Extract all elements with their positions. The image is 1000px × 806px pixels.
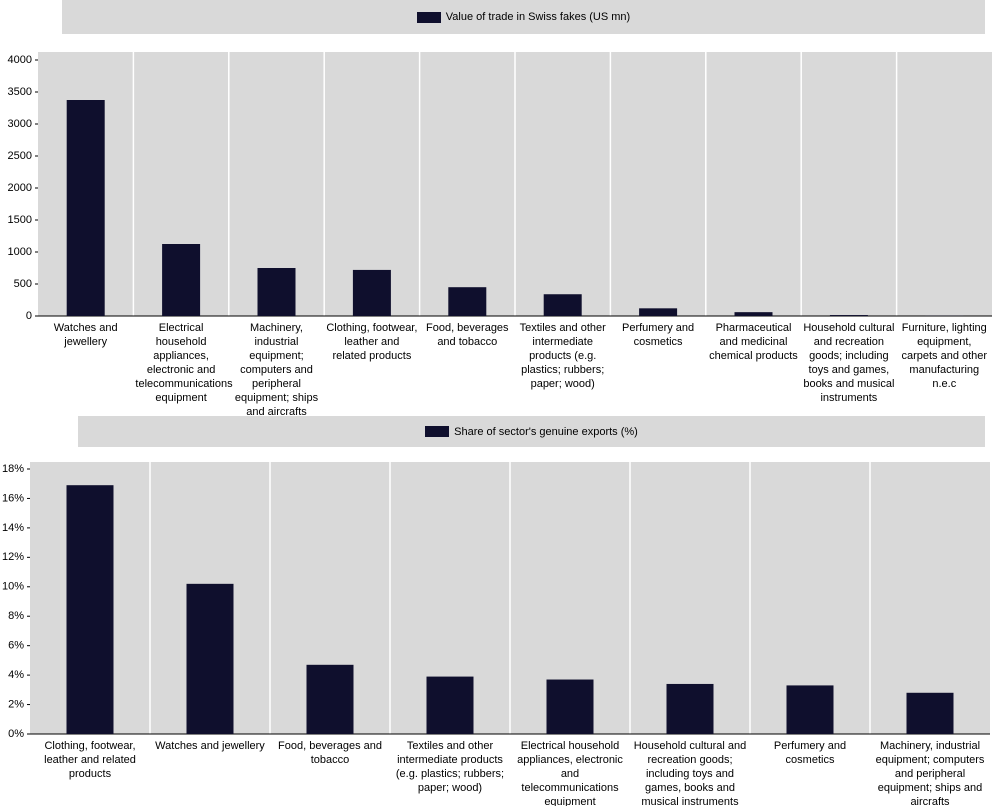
x-tick-label: Electrical household appliances, electro…	[517, 740, 623, 806]
x-tick-label: Clothing, footwear, leather and related …	[44, 740, 136, 780]
bar	[546, 679, 594, 734]
y-tick-label: 3000	[8, 118, 32, 130]
legend-label: Value of trade in Swiss fakes (US mn)	[445, 11, 631, 23]
x-tick-label: Food, beverages and tobacco	[426, 322, 509, 348]
y-tick-label: 0%	[8, 728, 24, 740]
legend-swatch	[425, 426, 450, 437]
x-tick-label: Food, beverages and tobacco	[278, 740, 382, 766]
y-tick-label: 12%	[2, 551, 24, 563]
bar	[543, 294, 582, 316]
x-tick-label: Pharmaceutical and medicinal chemical pr…	[709, 322, 798, 362]
x-tick-label: Household cultural and recreation goods;…	[803, 322, 895, 404]
x-tick-label: Perfumery and cosmetics	[773, 740, 847, 766]
y-tick-label: 6%	[8, 640, 24, 652]
bar	[352, 269, 391, 316]
bar	[734, 312, 773, 316]
bar	[448, 287, 487, 316]
bar	[66, 100, 105, 316]
y-tick-label: 14%	[2, 522, 24, 534]
y-tick-label: 2500	[8, 150, 32, 162]
legend: Share of sector's genuine exports (%)	[78, 416, 985, 447]
x-tick-label: Clothing, footwear, leather and related …	[326, 322, 418, 362]
y-tick-label: 1500	[8, 214, 32, 226]
x-tick-label: Furniture, lighting equipment, carpets a…	[901, 322, 988, 390]
y-tick-label: 500	[14, 278, 32, 290]
y-tick-label: 1000	[8, 246, 32, 258]
x-tick-label: Textiles and other intermediate products…	[519, 322, 606, 390]
x-tick-label: Electrical household appliances, electro…	[135, 322, 233, 404]
x-tick-label: Machinery, industrial equipment; compute…	[234, 322, 319, 418]
y-tick-label: 8%	[8, 610, 24, 622]
y-tick-label: 2%	[8, 698, 24, 710]
legend-swatch	[416, 11, 441, 23]
y-tick-label: 0	[26, 310, 32, 322]
x-tick-label: Watches and jewellery	[53, 322, 118, 348]
bar	[306, 664, 354, 734]
y-tick-label: 4000	[8, 54, 32, 66]
x-tick-label: Textiles and other intermediate products…	[395, 740, 505, 794]
y-tick-label: 3500	[8, 86, 32, 98]
legend-label: Share of sector's genuine exports (%)	[454, 425, 638, 438]
y-tick-label: 2000	[8, 182, 32, 194]
bar	[906, 692, 954, 734]
legend: Value of trade in Swiss fakes (US mn)	[62, 0, 985, 34]
bar	[186, 583, 234, 734]
bar	[426, 676, 474, 734]
y-tick-label: 18%	[2, 463, 24, 475]
bar	[257, 268, 296, 316]
x-tick-label: Perfumery and cosmetics	[622, 322, 695, 348]
x-tick-label: Watches and jewellery	[155, 740, 265, 752]
bar	[639, 308, 678, 316]
bar	[66, 485, 114, 734]
bar	[162, 244, 201, 316]
x-tick-label: Machinery, industrial equipment; compute…	[875, 740, 985, 806]
bar	[786, 685, 834, 734]
bar	[829, 315, 868, 316]
bar	[666, 683, 714, 734]
y-tick-label: 4%	[8, 669, 24, 681]
x-tick-label: Household cultural and recreation goods;…	[633, 740, 747, 806]
y-tick-label: 10%	[2, 581, 24, 593]
y-tick-label: 16%	[2, 492, 24, 504]
